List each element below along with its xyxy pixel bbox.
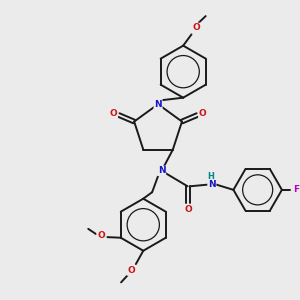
Text: O: O <box>127 266 135 275</box>
Text: O: O <box>110 109 117 118</box>
Text: N: N <box>158 167 165 176</box>
Text: N: N <box>208 180 216 189</box>
Text: O: O <box>97 231 105 240</box>
Text: O: O <box>192 23 200 32</box>
Text: F: F <box>293 185 299 194</box>
Text: N: N <box>154 100 162 109</box>
Text: O: O <box>199 109 206 118</box>
Text: H: H <box>207 172 214 181</box>
Text: O: O <box>184 205 192 214</box>
